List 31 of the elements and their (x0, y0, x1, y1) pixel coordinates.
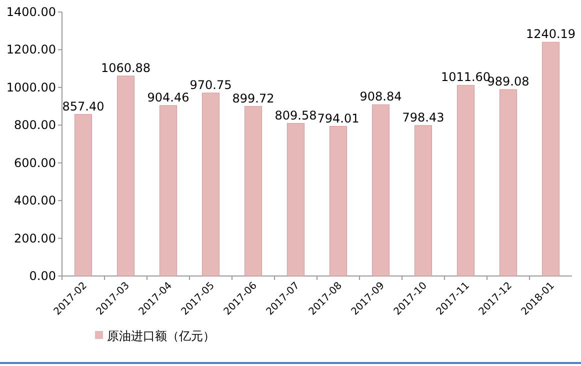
y-tick-label: 0.00 (29, 269, 56, 283)
y-tick-label: 1200.00 (6, 42, 56, 57)
data-label: 908.84 (360, 90, 402, 104)
y-tick-label: 400.00 (14, 194, 56, 208)
data-label: 857.40 (62, 99, 104, 114)
data-label: 904.46 (147, 90, 190, 104)
data-label: 794.01 (317, 111, 360, 126)
bar (500, 89, 517, 276)
bar (117, 76, 134, 276)
bar (414, 125, 432, 276)
legend-label: 原油进口额（亿元） (107, 329, 215, 343)
bar (160, 105, 177, 276)
bar (244, 106, 262, 276)
y-tick-label: 600.00 (14, 156, 56, 170)
y-tick-label: 1000.00 (6, 80, 56, 94)
data-label: 1240.19 (526, 27, 576, 42)
data-label: 970.75 (190, 78, 232, 92)
bar (202, 92, 220, 276)
data-label: 798.43 (402, 110, 444, 124)
bar (74, 114, 92, 276)
bar (372, 104, 390, 276)
y-tick-label: 800.00 (14, 118, 56, 132)
bar (287, 123, 304, 276)
y-tick-label: 1400.00 (6, 5, 56, 19)
bar (542, 42, 560, 276)
y-tick-label: 200.00 (14, 231, 56, 246)
bar (330, 126, 347, 276)
data-label: 1060.88 (100, 60, 151, 75)
bar (457, 84, 474, 276)
data-label: 809.58 (274, 108, 317, 122)
data-label: 899.72 (232, 91, 274, 106)
